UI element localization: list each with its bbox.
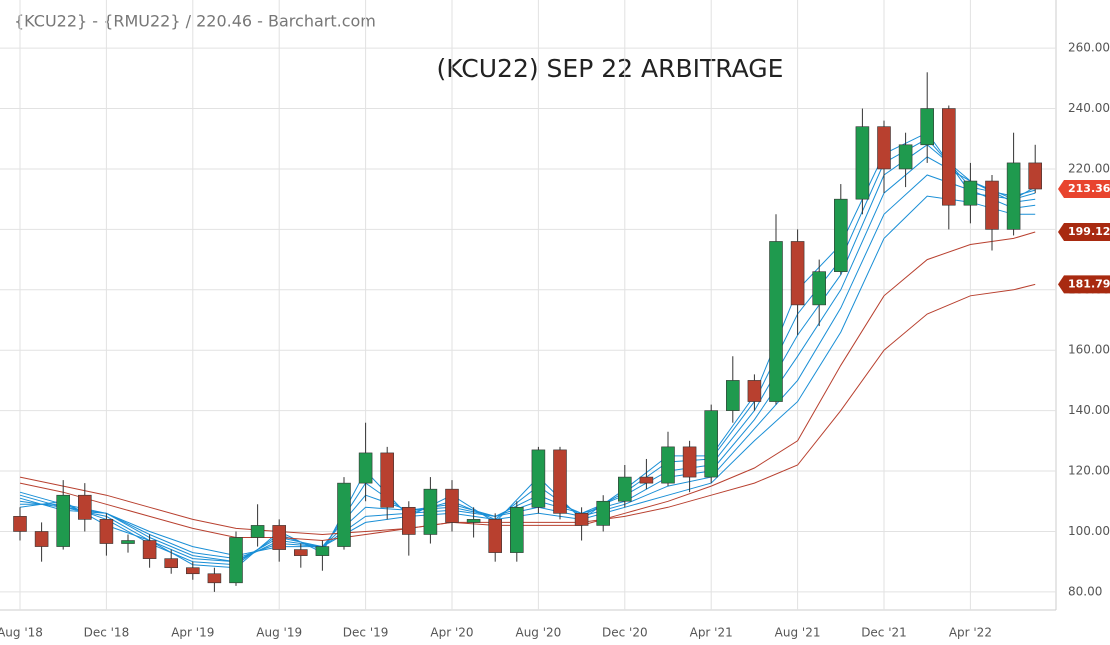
candle-body [121, 540, 135, 544]
candle-body [510, 506, 524, 553]
candle-body [726, 380, 740, 411]
y-tick-label: 120.00 [1068, 464, 1110, 478]
price-tag-label: 213.36 [1068, 182, 1110, 195]
candle-body [898, 144, 913, 170]
price-tag [1058, 180, 1110, 199]
candle-body [704, 410, 718, 478]
y-tick-label: 240.00 [1068, 101, 1110, 115]
candle-body [834, 198, 848, 272]
grid [0, 0, 1056, 610]
candle-body [78, 494, 92, 520]
x-tick-label: Dec '20 [602, 626, 648, 640]
y-tick-label: 160.00 [1068, 343, 1110, 357]
x-tick-label: Dec '21 [861, 626, 907, 640]
candle-body [380, 452, 394, 508]
x-tick-label: Dec '19 [343, 626, 389, 640]
price-tag-label: 199.12 [1068, 225, 1110, 238]
x-tick-label: Apr '20 [430, 626, 473, 640]
candle-body [164, 558, 178, 569]
candle-body [186, 567, 200, 575]
candle-body [229, 537, 243, 584]
candle-body [769, 241, 783, 402]
candle-body [207, 573, 222, 584]
candle-body [250, 525, 265, 538]
candle-body [34, 531, 49, 547]
candle-body [790, 241, 805, 306]
y-tick-label: 220.00 [1068, 161, 1110, 175]
candle-body [920, 108, 934, 146]
y-tick-label: 260.00 [1068, 41, 1110, 55]
x-tick-label: Aug '20 [515, 626, 561, 640]
candle-body [423, 488, 438, 535]
chart-title: (KCU22) SEP 22 ARBITRAGE [437, 54, 784, 83]
source-label: {KCU22} - {RMU22} / 220.46 - Barchart.co… [14, 12, 376, 31]
candle-body [56, 494, 70, 547]
candle-body [358, 452, 373, 484]
candle-body [812, 271, 826, 306]
x-tick-label: Dec '18 [84, 626, 130, 640]
price-tag [1058, 223, 1110, 242]
candle-body [142, 540, 157, 559]
candle-body [574, 513, 589, 526]
candle-body [661, 446, 675, 484]
candle-body [445, 488, 459, 523]
candle-body [596, 500, 610, 526]
candle-body [963, 180, 978, 206]
candle-body [315, 546, 330, 556]
candle-body [99, 519, 114, 544]
x-tick-label: Aug '21 [775, 626, 821, 640]
candle-body [942, 108, 956, 206]
candle-body [877, 126, 891, 170]
candle-body [747, 380, 762, 402]
x-tick-label: Aug '18 [0, 626, 43, 640]
y-tick-label: 80.00 [1068, 584, 1102, 598]
y-tick-label: 140.00 [1068, 403, 1110, 417]
candle-body [272, 525, 286, 550]
candle-body [855, 126, 870, 200]
moving-average-line [19, 231, 1036, 542]
candle-body [488, 519, 502, 553]
candle-body [682, 446, 697, 478]
candle-body [13, 516, 27, 532]
x-tick-label: Aug '19 [256, 626, 302, 640]
x-tick-label: Apr '19 [171, 626, 214, 640]
candle-body [337, 482, 351, 547]
candle-body [466, 519, 481, 523]
candle-body [1006, 162, 1021, 230]
y-tick-label: 100.00 [1068, 524, 1110, 538]
price-tag-label: 181.79 [1068, 277, 1110, 290]
price-tag [1058, 275, 1110, 294]
candle-body [618, 476, 632, 502]
candle-body [1028, 162, 1042, 190]
moving-average-line [19, 283, 1036, 536]
candle-body [294, 549, 308, 556]
x-tick-label: Apr '22 [949, 626, 992, 640]
candle-body [553, 449, 567, 514]
candle-body [985, 180, 999, 230]
candle-body [402, 506, 416, 535]
candle-body [531, 449, 546, 508]
candle-body [639, 476, 654, 484]
x-tick-label: Apr '21 [690, 626, 733, 640]
